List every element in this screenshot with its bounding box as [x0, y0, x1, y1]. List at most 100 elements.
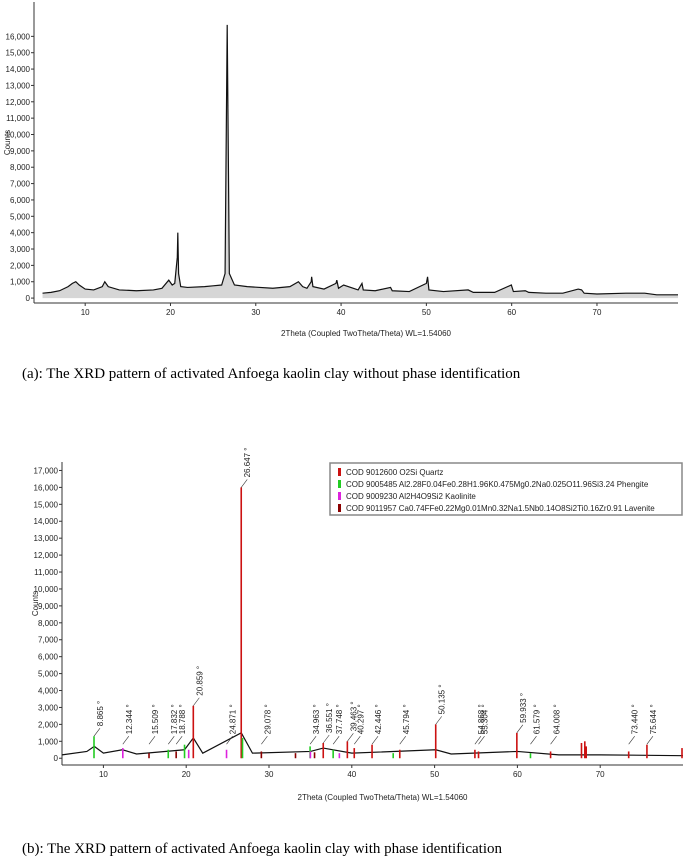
- peak-leader: [354, 736, 361, 745]
- x-tick-label: 20: [182, 770, 191, 779]
- x-tick-label: 70: [596, 770, 605, 779]
- peak-label: 18.788 °: [178, 704, 187, 734]
- peak-label: 75.644 °: [649, 704, 658, 734]
- pattern-line: [61, 732, 684, 757]
- x-tick-label: 10: [99, 770, 108, 779]
- x-tick-label: 30: [265, 770, 274, 779]
- y-tick-label: 14,000: [34, 517, 59, 526]
- legend: COD 9012600 O2Si Quartz COD 9005485 Al2.2…: [329, 462, 683, 516]
- legend-label: COD 9012600 O2Si Quartz: [346, 468, 443, 477]
- peak-leader: [175, 736, 183, 745]
- legend-swatch: [338, 468, 341, 476]
- x-tick-label: 30: [251, 308, 260, 317]
- x-tick-label: 40: [337, 308, 346, 317]
- peak-label: 42.446 °: [374, 704, 383, 734]
- legend-box: [329, 462, 683, 516]
- peak-label: 26.647 °: [243, 448, 252, 478]
- peak-leader: [371, 736, 379, 745]
- peak-leader: [347, 733, 354, 742]
- peak-leader: [226, 736, 233, 745]
- legend-swatch: [338, 504, 341, 512]
- peak-leader: [93, 728, 101, 737]
- peak-label: 17.832 °: [170, 704, 179, 734]
- peak-leader: [435, 716, 442, 725]
- y-tick-label: 1,000: [10, 278, 31, 287]
- y-tick-label: 14,000: [6, 65, 31, 74]
- legend-swatch: [338, 492, 341, 500]
- peak-label: 45.794 °: [402, 704, 411, 734]
- peak-leader: [168, 736, 175, 745]
- peak-label: 39.463 °: [349, 701, 358, 731]
- peak-label: 54.868 °: [477, 704, 486, 734]
- y-tick-label: 3,000: [10, 245, 31, 254]
- x-axis-label: 2Theta (Coupled TwoTheta/Theta) WL=1.540…: [281, 329, 452, 338]
- y-tick-label: 8,000: [38, 619, 59, 628]
- peak-leader: [323, 734, 330, 744]
- peak-label: 34.963 °: [312, 704, 321, 734]
- peak-label: 36.551 °: [325, 703, 334, 733]
- y-tick-label: 10,000: [6, 131, 31, 140]
- y-tick-label: 15,000: [34, 500, 59, 509]
- y-tick-label: 11,000: [34, 568, 58, 577]
- y-tick-label: 4,000: [38, 687, 59, 696]
- y-tick-label: 6,000: [10, 196, 31, 205]
- peak-leader: [399, 736, 407, 745]
- peak-leader: [193, 697, 200, 706]
- pattern-line: [42, 24, 678, 296]
- peak-leader: [122, 736, 130, 745]
- peak-label: 37.748 °: [335, 704, 344, 734]
- y-tick-label: 6,000: [38, 653, 59, 662]
- peak-label: 24.871 °: [229, 704, 238, 734]
- y-tick-label: 11,000: [6, 114, 30, 123]
- y-tick-label: 0: [26, 294, 31, 303]
- x-axis-label: 2Theta (Coupled TwoTheta/Theta) WL=1.540…: [298, 793, 469, 802]
- peak-label: 8.865 °: [96, 701, 105, 726]
- peak-label: 55.304 °: [481, 704, 490, 734]
- peak-label: 61.579 °: [532, 704, 541, 734]
- legend-label: COD 9011957 Ca0.74FFe0.22Mg0.01Mn0.32Na1…: [346, 504, 655, 513]
- peak-leader: [261, 736, 268, 745]
- x-tick-label: 50: [422, 308, 431, 317]
- peak-leader: [516, 724, 524, 734]
- peak-label: 20.859 °: [195, 666, 204, 696]
- legend-swatch: [338, 480, 341, 488]
- y-tick-label: 9,000: [38, 602, 59, 611]
- pattern-fill: [42, 24, 679, 299]
- y-tick-label: 2,000: [10, 261, 31, 270]
- x-tick-label: 40: [347, 770, 356, 779]
- peak-leader: [309, 736, 317, 745]
- peak-label: 15.509 °: [151, 704, 160, 734]
- y-tick-label: 16,000: [34, 483, 59, 492]
- y-tick-label: 12,000: [34, 551, 59, 560]
- peak-leader: [550, 736, 557, 745]
- peak-leader: [332, 736, 340, 745]
- legend-label: COD 9005485 Al2.28F0.04Fe0.28H1.96K0.475…: [346, 480, 649, 489]
- y-tick-label: 8,000: [10, 163, 31, 172]
- peak-leader: [628, 736, 635, 745]
- y-axis-label: Counts: [31, 591, 40, 616]
- y-tick-label: 2,000: [38, 720, 59, 729]
- y-tick-label: 0: [54, 754, 59, 763]
- y-tick-label: 1,000: [38, 737, 59, 746]
- legend-label: COD 9009230 Al2H4O9Si2 Kaolinite: [346, 492, 476, 501]
- peak-label: 73.440 °: [631, 704, 640, 734]
- x-tick-label: 70: [593, 308, 602, 317]
- peak-leader: [646, 736, 654, 745]
- y-tick-label: 5,000: [38, 670, 59, 679]
- y-tick-label: 12,000: [6, 98, 31, 107]
- x-tick-label: 10: [81, 308, 90, 317]
- y-tick-label: 9,000: [10, 147, 31, 156]
- caption: (b): The XRD pattern of activated Anfoeg…: [22, 841, 502, 857]
- caption: (a): The XRD pattern of activated Anfoeg…: [22, 366, 521, 382]
- peak-leader: [240, 479, 248, 488]
- x-tick-label: 60: [507, 308, 516, 317]
- peak-leader: [478, 736, 485, 745]
- y-tick-label: 13,000: [6, 81, 31, 90]
- peak-leader: [530, 736, 537, 745]
- y-tick-label: 10,000: [34, 585, 59, 594]
- peak-leader: [474, 736, 482, 745]
- y-tick-label: 7,000: [10, 180, 31, 189]
- peak-label: 29.078 °: [263, 704, 272, 734]
